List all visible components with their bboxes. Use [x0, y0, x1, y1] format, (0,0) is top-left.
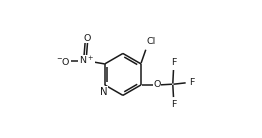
- Text: F: F: [171, 100, 176, 109]
- Text: Cl: Cl: [146, 37, 156, 46]
- Text: O: O: [154, 80, 161, 89]
- Text: $^{-}$O: $^{-}$O: [56, 56, 71, 67]
- Text: N$^+$: N$^+$: [79, 55, 94, 67]
- Text: N: N: [100, 87, 108, 97]
- Text: F: F: [171, 58, 176, 67]
- Text: F: F: [189, 78, 194, 87]
- Text: O: O: [84, 34, 91, 43]
